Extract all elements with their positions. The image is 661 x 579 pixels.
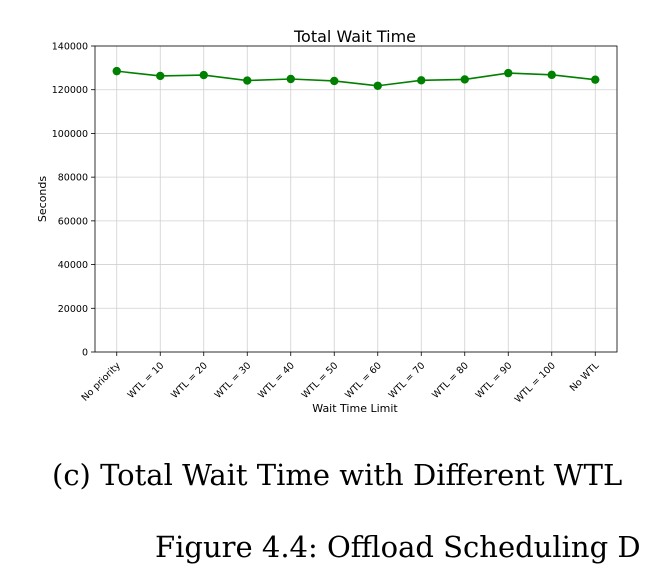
x-tick-label-4: WTL = 40 <box>256 360 297 401</box>
x-tick-label-6: WTL = 60 <box>343 360 384 401</box>
x-tick-label-9: WTL = 90 <box>474 360 515 401</box>
x-axis-label: Wait Time Limit <box>312 402 398 415</box>
x-tick-label-7: WTL = 70 <box>387 360 428 401</box>
data-point-2 <box>199 70 208 80</box>
subfigure-caption: (c) Total Wait Time with Different WTL <box>52 458 623 492</box>
x-tick-label-5: WTL = 50 <box>300 360 341 401</box>
series-points <box>112 66 600 90</box>
series-line <box>116 70 596 87</box>
data-point-3 <box>243 76 252 85</box>
plot-frame <box>94 45 618 353</box>
data-point-8 <box>460 75 469 84</box>
data-point-0 <box>112 66 121 76</box>
y-axis-label: Seconds <box>36 176 49 222</box>
x-tick-label-10: WTL = 100 <box>513 360 558 405</box>
y-tick-label-3: 60000 <box>58 216 88 227</box>
figure-caption: Figure 4.4: Offload Scheduling D <box>155 530 641 564</box>
data-point-1 <box>156 71 165 81</box>
data-point-10 <box>547 70 556 80</box>
x-tick-label-11: No WTL <box>568 360 602 394</box>
x-tick-label-3: WTL = 30 <box>213 360 254 401</box>
y-tick-label-5: 100000 <box>52 129 88 140</box>
x-tick-label-0: No priority <box>80 360 124 404</box>
grid-lines <box>95 45 617 353</box>
line-chart: Total Wait Time 0 20000 40000 60000 80000 100… <box>36 27 618 415</box>
y-tick-label-4: 80000 <box>58 173 88 184</box>
data-point-11 <box>591 75 600 84</box>
y-axis-ticks: 0 20000 40000 60000 80000 100000 120000 140000 <box>52 42 95 359</box>
y-tick-label-0: 0 <box>82 348 88 359</box>
x-tick-label-2: WTL = 20 <box>169 360 210 401</box>
data-point-6 <box>373 81 382 90</box>
data-point-9 <box>504 68 513 78</box>
y-tick-label-6: 120000 <box>52 85 88 96</box>
x-tick-label-8: WTL = 80 <box>430 360 471 401</box>
y-tick-label-1: 20000 <box>58 304 88 315</box>
x-axis-ticks: No priority WTL = 10 WTL = 20 WTL = 30 WTL =… <box>80 352 602 405</box>
y-tick-label-2: 40000 <box>58 260 88 271</box>
data-point-7 <box>417 76 426 85</box>
x-tick-label-1: WTL = 10 <box>126 360 167 401</box>
data-point-5 <box>330 76 339 86</box>
data-point-4 <box>286 74 295 84</box>
chart-title: Total Wait Time <box>293 27 416 46</box>
y-tick-label-7: 140000 <box>52 42 88 53</box>
